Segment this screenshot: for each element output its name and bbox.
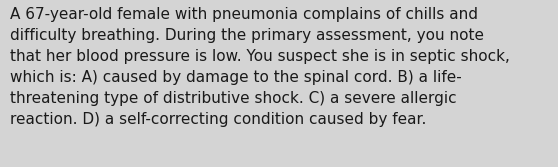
Text: A 67-year-old female with pneumonia complains of chills and
difficulty breathing: A 67-year-old female with pneumonia comp… xyxy=(10,7,510,127)
